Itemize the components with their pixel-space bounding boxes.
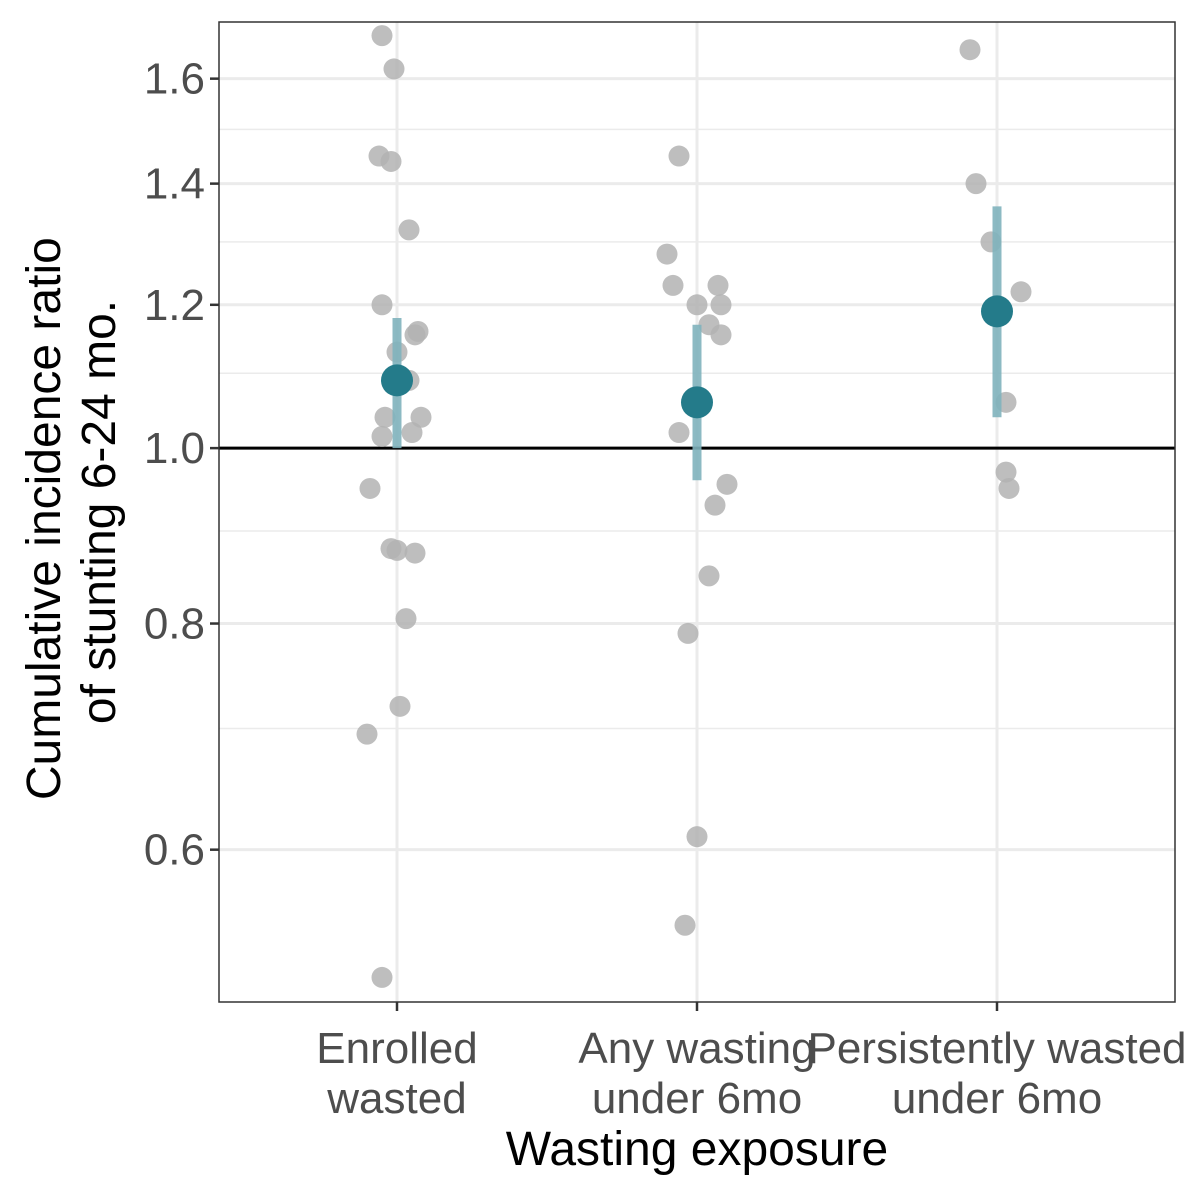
study-point — [686, 826, 708, 848]
x-tick-label: Any wasting — [578, 1024, 815, 1073]
study-point — [371, 966, 393, 988]
study-point — [374, 406, 396, 428]
study-point — [710, 324, 732, 346]
x-tick-label: Enrolled — [316, 1024, 477, 1073]
study-point — [998, 477, 1020, 499]
study-point — [995, 461, 1017, 483]
axis-ticks — [210, 77, 999, 1011]
y-tick-label: 0.8 — [144, 600, 205, 649]
pooled-estimate-point — [681, 386, 713, 419]
study-point — [371, 25, 393, 47]
study-point — [668, 422, 690, 444]
y-tick-label: 0.6 — [144, 826, 205, 875]
study-point — [371, 425, 393, 447]
study-point — [356, 723, 378, 745]
y-tick-label: 1.6 — [144, 55, 205, 104]
study-point — [1010, 281, 1032, 303]
study-point — [380, 150, 402, 172]
study-point — [389, 695, 411, 717]
study-points — [356, 25, 1032, 988]
y-tick-label: 1.0 — [144, 424, 205, 473]
study-point — [410, 406, 432, 428]
study-point — [668, 145, 690, 167]
study-point — [404, 542, 426, 564]
x-tick-label: under 6mo — [592, 1074, 802, 1123]
study-point — [959, 39, 981, 61]
study-point — [398, 219, 420, 241]
x-tick-label: under 6mo — [892, 1074, 1102, 1123]
study-point — [386, 539, 408, 561]
study-point — [698, 565, 720, 587]
study-point — [716, 473, 738, 495]
study-point — [383, 58, 405, 80]
study-point — [371, 294, 393, 316]
x-tick-label: Persistently wasted — [807, 1024, 1186, 1073]
study-point — [677, 622, 699, 644]
study-point — [704, 494, 726, 516]
pooled-estimates — [381, 206, 1013, 481]
study-point — [359, 477, 381, 499]
study-point — [686, 294, 708, 316]
x-axis-title: Wasting exposure — [506, 1123, 888, 1176]
study-point — [662, 274, 684, 296]
y-axis-title-line-2: of stunting 6-24 mo. — [73, 300, 126, 724]
y-tick-label: 1.2 — [144, 281, 205, 330]
study-point — [395, 608, 417, 630]
pooled-estimate-point — [381, 364, 413, 397]
y-axis-title: Cumulative incidence ratio of stunting 6… — [18, 224, 126, 800]
study-point — [656, 243, 678, 265]
y-tick-label: 1.4 — [144, 160, 205, 209]
study-point — [707, 274, 729, 296]
x-tick-label: wasted — [326, 1074, 466, 1123]
pooled-estimate-point — [981, 295, 1013, 328]
study-point — [404, 324, 426, 346]
study-point — [401, 422, 423, 444]
y-axis-title-line-1: Cumulative incidence ratio — [18, 237, 71, 800]
study-point — [674, 914, 696, 936]
study-point — [710, 294, 732, 316]
study-point — [965, 173, 987, 195]
